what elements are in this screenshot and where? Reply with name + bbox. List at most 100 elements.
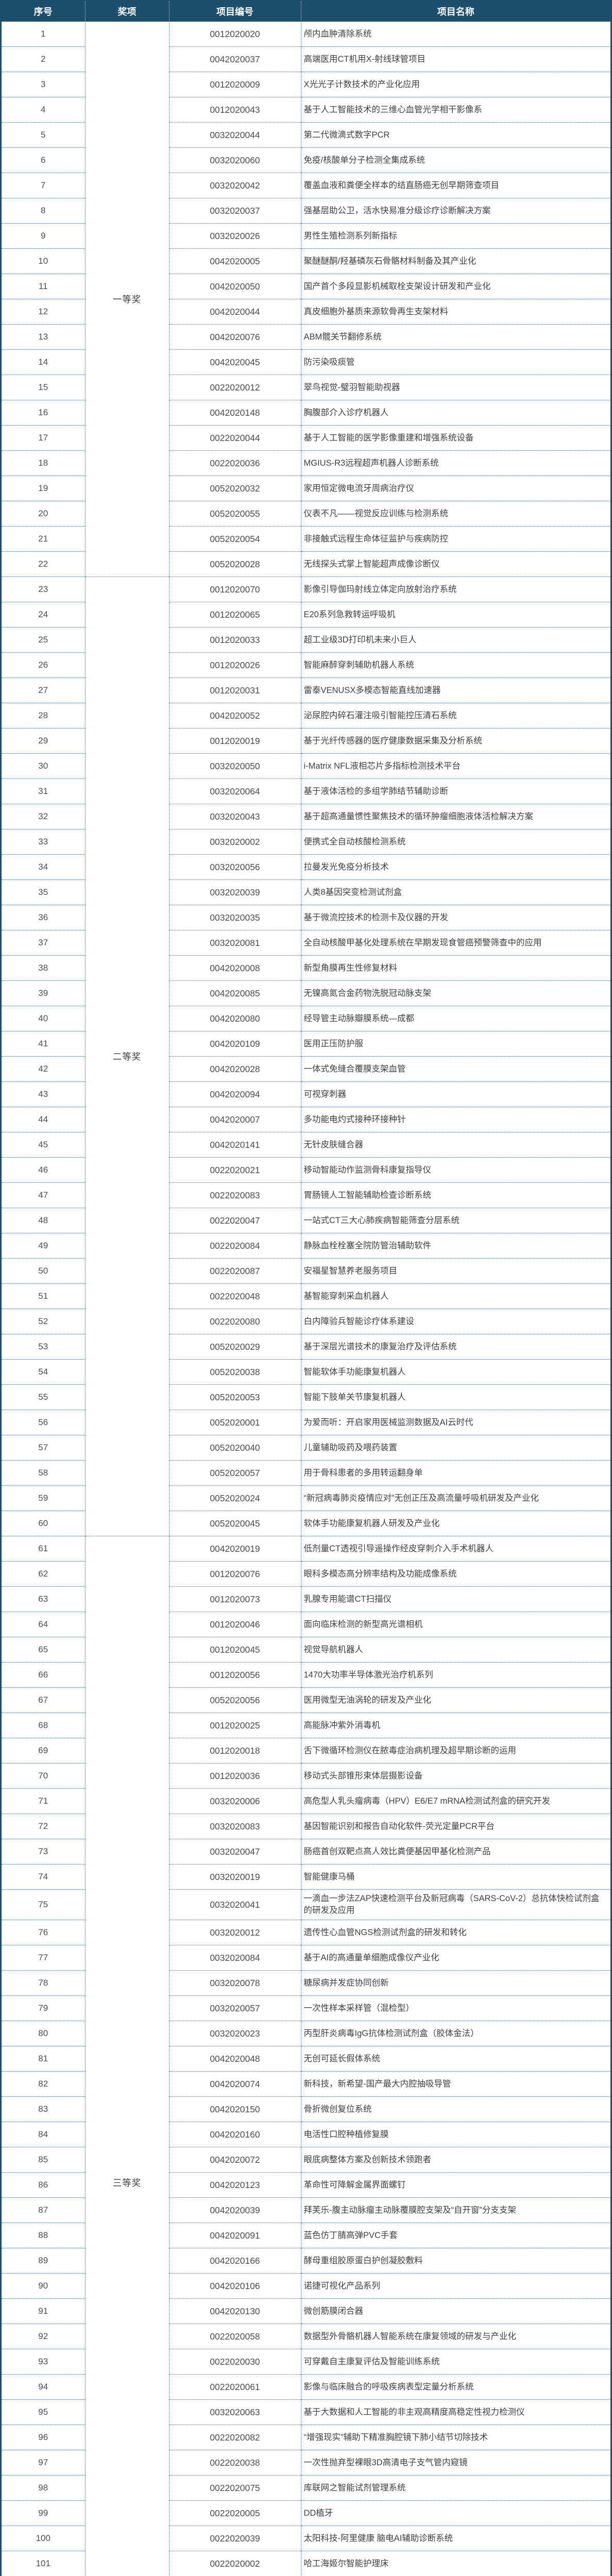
serial-cell: 100 — [2, 2526, 85, 2551]
serial-cell: 88 — [2, 2223, 85, 2248]
project-name-cell: 基于深层光谱技术的康复治疗及评估系统 — [301, 1334, 610, 1360]
project-name-cell: 高危型人乳头瘤病毒（HPV）E6/E7 mRNA检测试剂盒的研究开发 — [301, 1789, 610, 1814]
project-code-cell: 0052020057 — [169, 1461, 301, 1486]
serial-cell: 19 — [2, 476, 85, 501]
project-code-cell: 0052020053 — [169, 1385, 301, 1410]
project-name-cell: 舌下微循环检测仪在脓毒症治病机理及超早期诊断的运用 — [301, 1738, 610, 1764]
project-code-cell: 0012020043 — [169, 97, 301, 123]
project-code-cell: 0032020026 — [169, 224, 301, 249]
project-code-cell: 0042020080 — [169, 1006, 301, 1031]
project-code-cell: 0012020056 — [169, 1663, 301, 1688]
project-name-cell: 微创筋膜闭合器 — [301, 2299, 610, 2324]
serial-cell: 74 — [2, 1865, 85, 1890]
project-code-cell: 0052020056 — [169, 1688, 301, 1713]
serial-cell: 66 — [2, 1663, 85, 1688]
project-name-cell: 基于液体活检的多组学肺结节辅助诊断 — [301, 779, 610, 804]
project-code-cell: 0022020082 — [169, 2425, 301, 2450]
project-name-cell: 骨折微创复位系统 — [301, 2097, 610, 2122]
project-code-cell: 0012020031 — [169, 678, 301, 703]
project-name-cell: 智能软体手功能康复机器人 — [301, 1360, 610, 1385]
serial-cell: 92 — [2, 2324, 85, 2349]
project-name-cell: 糖尿病并发症协同创新 — [301, 1971, 610, 1996]
project-code-cell: 0032020056 — [169, 855, 301, 880]
serial-cell: 61 — [2, 1536, 85, 1562]
project-code-cell: 0052020029 — [169, 1334, 301, 1360]
project-name-cell: 智能健康马桶 — [301, 1865, 610, 1890]
project-name-cell: 家用恒定微电流牙周病治疗仪 — [301, 476, 610, 501]
project-code-cell: 0022020039 — [169, 2526, 301, 2551]
serial-cell: 89 — [2, 2248, 85, 2274]
award-group-cell: 二等奖 — [85, 577, 169, 1536]
project-name-cell: 基于人工智能技术的三维心血管光学相干影像系 — [301, 97, 610, 123]
project-code-cell: 0032020037 — [169, 198, 301, 224]
serial-cell: 80 — [2, 2021, 85, 2046]
project-name-cell: i-Matrix NFL液相芯片多指标检测技术平台 — [301, 754, 610, 779]
project-name-cell: 多功能电灼式接种环接种针 — [301, 1107, 610, 1132]
project-code-cell: 0022020005 — [169, 2501, 301, 2526]
serial-cell: 86 — [2, 2173, 85, 2198]
serial-cell: 3 — [2, 72, 85, 97]
project-code-cell: 0032020019 — [169, 1865, 301, 1890]
project-code-cell: 0042020074 — [169, 2072, 301, 2097]
project-name-cell: 基于人工智能的医学影像重建和增强系统设备 — [301, 426, 610, 451]
serial-cell: 93 — [2, 2349, 85, 2375]
serial-cell: 5 — [2, 123, 85, 148]
project-name-cell: 基于光纤传感器的医疗健康数据采集及分析系统 — [301, 728, 610, 754]
project-name-cell: 基于AI的高通量单细胞成像仪产业化 — [301, 1945, 610, 1971]
project-name-cell: 电活性口腔种植修复膜 — [301, 2122, 610, 2147]
project-code-cell: 0022020084 — [169, 1233, 301, 1259]
project-code-cell: 0042020094 — [169, 1082, 301, 1107]
project-code-cell: 0042020052 — [169, 703, 301, 728]
project-code-cell: 0022020075 — [169, 2476, 301, 2501]
serial-cell: 11 — [2, 274, 85, 299]
project-code-cell: 0052020001 — [169, 1410, 301, 1435]
project-name-cell: 胃肠镜人工智能辅助检查诊断系统 — [301, 1183, 610, 1208]
serial-cell: 78 — [2, 1971, 85, 1996]
serial-cell: 41 — [2, 1031, 85, 1057]
serial-cell: 77 — [2, 1945, 85, 1971]
serial-cell: 58 — [2, 1461, 85, 1486]
project-code-cell: 0022020012 — [169, 375, 301, 400]
project-name-cell: 无线探头式掌上智能超声成像诊断仪 — [301, 552, 610, 577]
project-name-cell: 白内障验兵智能诊疗体系建设 — [301, 1309, 610, 1334]
serial-cell: 14 — [2, 350, 85, 375]
serial-cell: 96 — [2, 2425, 85, 2450]
project-code-cell: 0032020035 — [169, 905, 301, 930]
award-group-cell: 一等奖 — [85, 22, 169, 577]
serial-cell: 85 — [2, 2147, 85, 2173]
project-code-cell: 0052020028 — [169, 552, 301, 577]
serial-cell: 97 — [2, 2450, 85, 2476]
serial-cell: 2 — [2, 47, 85, 72]
project-name-cell: 一体式免缝合覆膜支架血管 — [301, 1057, 610, 1082]
project-name-cell: 诺捷可视化产品系列 — [301, 2274, 610, 2299]
project-name-cell: 眼底病整体方案及创新技术领跑者 — [301, 2147, 610, 2173]
project-code-cell: 0042020048 — [169, 2046, 301, 2072]
project-code-cell: 0042020091 — [169, 2223, 301, 2248]
serial-cell: 13 — [2, 325, 85, 350]
project-code-cell: 0032020047 — [169, 1839, 301, 1865]
project-code-cell: 0032020041 — [169, 1890, 301, 1920]
project-code-cell: 0032020006 — [169, 1789, 301, 1814]
project-name-cell: 蓝色仿丁腈高弹PVC手套 — [301, 2223, 610, 2248]
project-name-cell: 新科技，新希望-国产最大内腔抽吸导管 — [301, 2072, 610, 2097]
serial-cell: 49 — [2, 1233, 85, 1259]
project-name-cell: 超工业级3D打印机未来小巨人 — [301, 628, 610, 653]
project-name-cell: 胸腹部介入诊疗机器人 — [301, 400, 610, 426]
project-code-cell: 0032020063 — [169, 2400, 301, 2425]
project-name-cell: 强基层助公卫，活水快易准分级诊疗诊断解决方案 — [301, 198, 610, 224]
project-code-cell: 0052020040 — [169, 1435, 301, 1461]
serial-cell: 83 — [2, 2097, 85, 2122]
project-name-cell: 眼科多模态高分辨率结构及功能成像系统 — [301, 1562, 610, 1587]
project-code-cell: 0042020005 — [169, 249, 301, 274]
project-code-cell: 0022020038 — [169, 2450, 301, 2476]
project-code-cell: 0022020058 — [169, 2324, 301, 2349]
project-name-cell: 覆盖血液和粪便全样本的结直肠癌无创早期筛查项目 — [301, 173, 610, 198]
project-name-cell: 视觉导航机器人 — [301, 1637, 610, 1663]
serial-cell: 91 — [2, 2299, 85, 2324]
serial-cell: 60 — [2, 1511, 85, 1536]
project-name-cell: 影像与临床融合的呼吸疾病表型定量分析系统 — [301, 2375, 610, 2400]
project-name-cell: 翠鸟视觉-璧羽智能助视器 — [301, 375, 610, 400]
serial-cell: 59 — [2, 1486, 85, 1511]
project-code-cell: 0032020081 — [169, 930, 301, 956]
